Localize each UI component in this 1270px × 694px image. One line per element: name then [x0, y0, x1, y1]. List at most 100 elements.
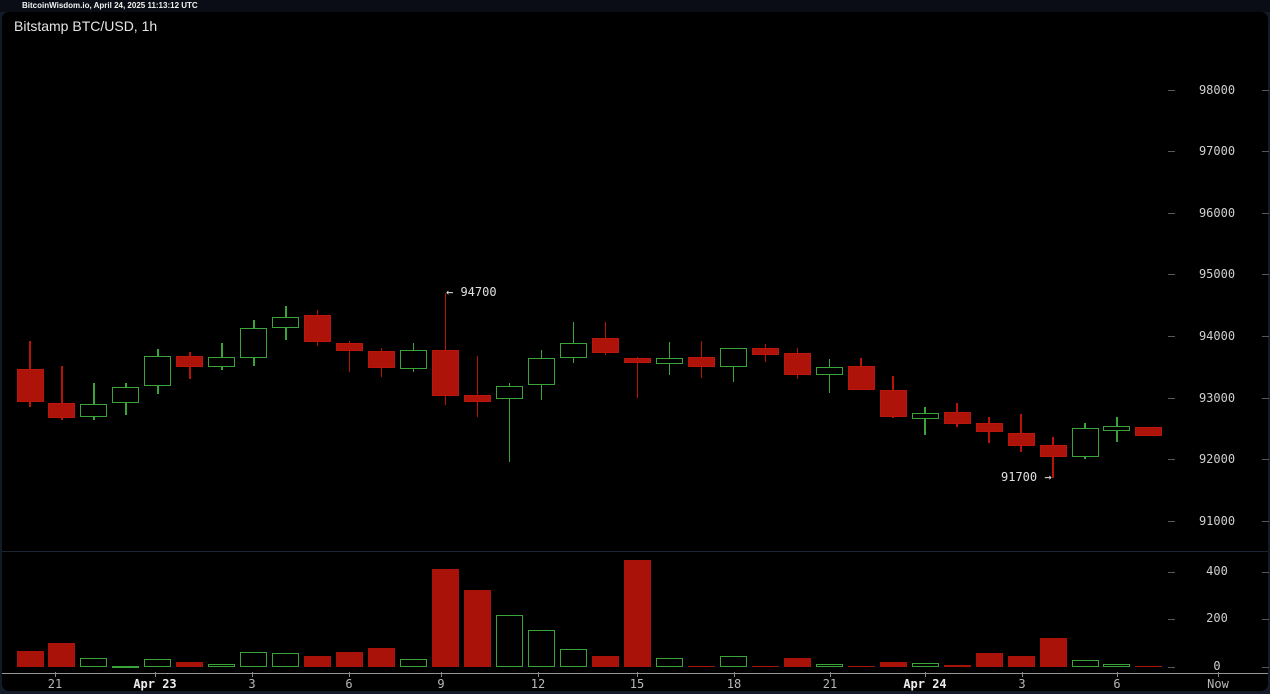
candle-body-down	[687, 356, 715, 367]
candle-body-down	[975, 422, 1003, 433]
price-tick-right	[1262, 274, 1269, 276]
volume-bar-down	[783, 657, 811, 667]
volume-bar-down	[176, 661, 204, 667]
price-tick-label: 94000	[1198, 329, 1236, 343]
volume-bar-up	[112, 665, 140, 668]
price-tick-right	[1262, 397, 1269, 399]
price-tick-right	[1262, 89, 1269, 91]
candle-body-down	[879, 389, 907, 418]
volume-bar-up	[655, 658, 683, 667]
time-tick	[55, 672, 56, 677]
price-tick-left	[1168, 336, 1175, 337]
candle-body-down	[751, 347, 779, 356]
volume-bar-down	[879, 661, 907, 667]
volume-bar-down	[432, 569, 460, 667]
time-tick-label: Now	[1207, 677, 1229, 691]
price-tick-right	[1262, 212, 1269, 214]
candle-body-up	[528, 358, 556, 386]
candle-wick-down	[61, 366, 63, 420]
candle-body-up	[112, 387, 140, 404]
candle-body-up	[815, 366, 843, 375]
candle-body-down	[847, 365, 875, 390]
volume-bar-down	[16, 650, 44, 667]
volume-bar-up	[496, 614, 524, 667]
volume-tick-left	[1168, 571, 1175, 573]
volume-bar-up	[208, 663, 236, 667]
volume-tick-label: 200	[1206, 611, 1228, 626]
price-annotation: 91700 →	[1001, 470, 1052, 484]
time-tick	[734, 672, 735, 677]
price-annotation: ← 94700	[446, 285, 497, 299]
volume-bar-up	[240, 651, 268, 667]
candle-wick-down	[1020, 413, 1022, 452]
candle-body-down	[304, 315, 332, 342]
price-tick-left	[1168, 151, 1175, 153]
time-tick-label: 21	[822, 677, 838, 691]
volume-bar-down	[1135, 665, 1163, 667]
volume-tick-right	[1262, 619, 1269, 621]
status-text: BitcoinWisdom.io, April 24, 2025 11:13:1…	[22, 1, 198, 10]
time-tick-label: 3	[248, 677, 256, 691]
candle-body-down	[464, 395, 492, 402]
time-tick	[637, 672, 638, 677]
candle-body-down	[591, 338, 619, 353]
volume-bar-down	[464, 589, 492, 667]
time-tick	[1218, 672, 1219, 677]
price-tick-right	[1262, 151, 1269, 153]
candle-body-up	[719, 348, 747, 368]
candle-body-up	[911, 413, 939, 420]
time-tick-label: 6	[1113, 677, 1121, 691]
volume-tick-left	[1168, 667, 1175, 668]
candle-body-down	[943, 412, 971, 425]
candle-body-down	[1135, 426, 1163, 436]
price-tick-label: 98000	[1198, 82, 1236, 97]
price-tick-right	[1262, 459, 1269, 461]
time-tick-label: 18	[726, 677, 742, 691]
price-tick-left	[1168, 520, 1175, 522]
price-tick-label: 96000	[1198, 205, 1236, 220]
volume-tick-left	[1168, 619, 1175, 621]
volume-bar-down	[1007, 656, 1035, 667]
candle-body-down	[1039, 445, 1067, 458]
candle-body-down	[48, 402, 76, 418]
time-tick-label: Apr 23	[133, 677, 177, 691]
candle-wick-down	[636, 356, 639, 398]
time-tick-label: 9	[437, 677, 445, 691]
candle-body-up	[80, 404, 108, 417]
volume-tick-right	[1262, 667, 1269, 668]
price-tick-right	[1262, 520, 1269, 522]
candle-body-up	[208, 356, 236, 367]
time-tick-label: 6	[345, 677, 353, 691]
volume-bar-down	[687, 665, 715, 667]
time-tick	[925, 672, 926, 677]
candle-body-up	[144, 355, 172, 386]
volume-bar-up	[144, 658, 172, 667]
volume-bar-up	[80, 657, 108, 667]
candle-body-up	[1103, 425, 1131, 431]
time-tick-label: 21	[47, 677, 63, 691]
candle-body-down	[336, 342, 364, 352]
time-tick-label: 12	[530, 677, 546, 691]
volume-bar-up	[815, 663, 843, 667]
candle-body-up	[496, 385, 524, 400]
candle-wick-up	[924, 407, 926, 436]
time-tick	[252, 672, 253, 677]
time-tick	[349, 672, 350, 677]
chart-panel: Bitstamp BTC/USD, 1h 21 Apr 23 3 6 9 12 15 18 21…	[2, 12, 1269, 691]
volume-bar-down	[623, 560, 651, 667]
time-tick-label: Apr 24	[903, 677, 947, 691]
time-tick	[1117, 672, 1118, 677]
candle-body-up	[559, 343, 587, 358]
candle-body-up	[655, 357, 683, 364]
time-tick-label: 15	[629, 677, 645, 691]
volume-bar-up	[528, 629, 556, 667]
candle-body-up	[272, 316, 300, 328]
chart-title: Bitstamp BTC/USD, 1h	[14, 18, 158, 34]
volume-bar-down	[368, 647, 396, 667]
volume-bar-up	[559, 648, 587, 667]
volume-bar-down	[975, 653, 1003, 667]
volume-bar-down	[336, 652, 364, 667]
price-tick-left	[1168, 89, 1175, 91]
candle-body-up	[400, 350, 428, 370]
